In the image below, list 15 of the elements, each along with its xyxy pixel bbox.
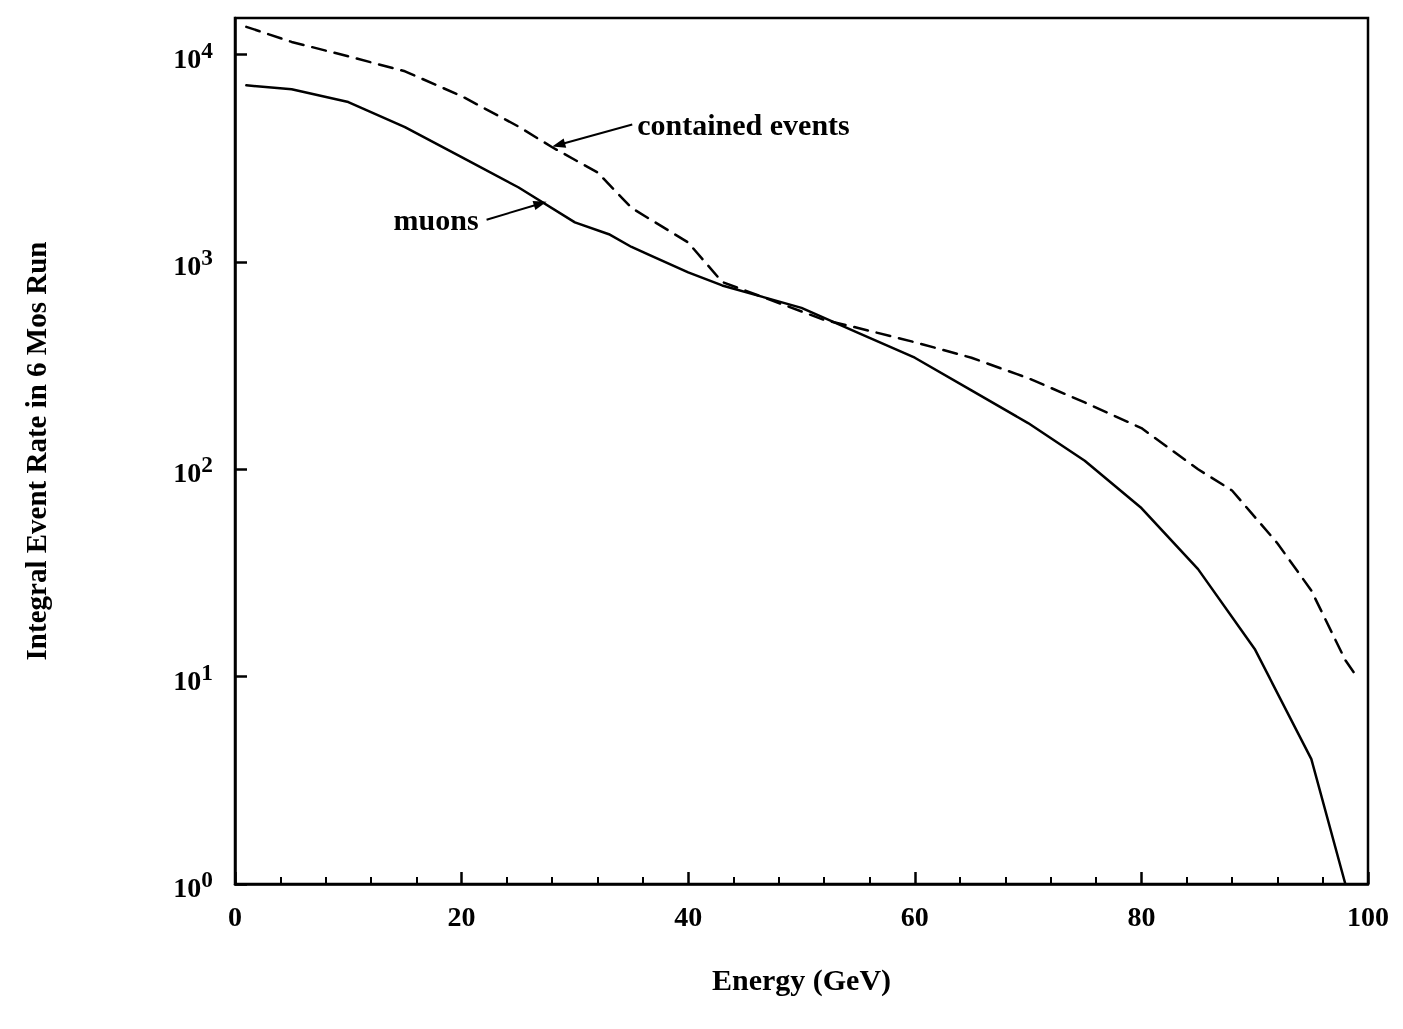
x-tick-label: 0 [228, 900, 242, 932]
y-axis-title: Integral Event Rate in 6 Mos Run [19, 241, 52, 661]
x-tick-label: 20 [447, 900, 476, 932]
x-tick-label: 80 [1127, 900, 1156, 932]
y-tick-label: 10$^{4}$ [173, 36, 213, 75]
y-tick-label: 10$^{2}$ [173, 451, 213, 490]
y-tick-label: 10$^{3}$ [173, 243, 213, 283]
x-tick-label: 60 [900, 900, 929, 932]
y-tick-label: 10$^{0}$ [173, 866, 213, 905]
y-tick-label: 10$^{1}$ [173, 658, 213, 697]
x-tick-label: 100 [1347, 900, 1389, 932]
x-tick-label: 40 [674, 900, 703, 932]
annotation: contained events [637, 108, 850, 142]
annotation: muons [393, 203, 479, 237]
x-axis-title: Energy (GeV) [711, 962, 892, 997]
